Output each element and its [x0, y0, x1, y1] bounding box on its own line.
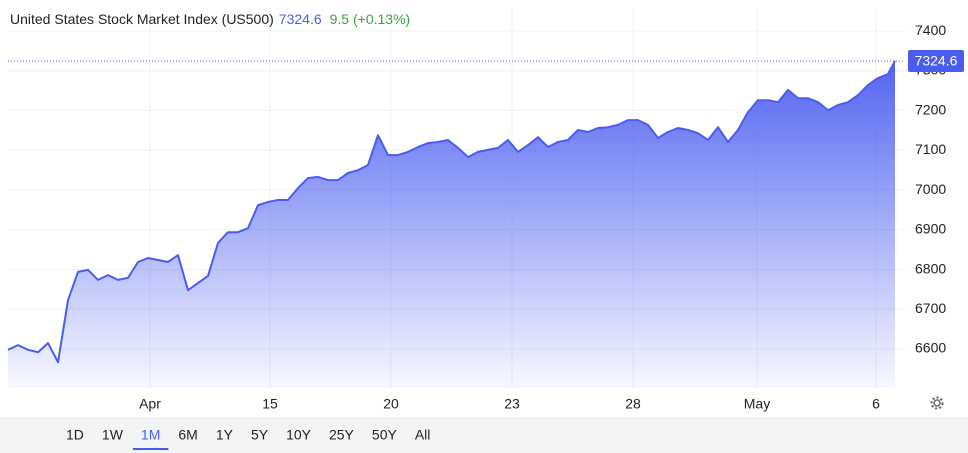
x-tick-label: 28	[625, 396, 641, 412]
range-button[interactable]: 50Y	[372, 427, 398, 443]
last-price-box	[908, 50, 964, 73]
last-price-label: 7324.6	[915, 53, 958, 69]
y-tick-label: 6600	[915, 340, 946, 356]
x-tick-label: 6	[872, 396, 880, 412]
range-button[interactable]: 1W	[102, 427, 124, 443]
y-tick-label: 7400	[915, 22, 946, 38]
x-tick-label: 23	[504, 396, 520, 412]
header-change: 9.5 (+0.13%)	[330, 11, 411, 27]
range-button[interactable]: 1D	[66, 427, 84, 443]
y-tick-label: 7200	[915, 101, 946, 117]
y-tick-label: 6700	[915, 300, 946, 316]
y-tick-label: 7100	[915, 141, 946, 157]
range-button[interactable]: 5Y	[251, 427, 269, 443]
title: United States Stock Market Index (US500)	[10, 11, 274, 27]
x-tick-label: May	[744, 396, 770, 412]
area-fill	[8, 61, 895, 388]
range-button[interactable]: 25Y	[329, 427, 355, 443]
range-button[interactable]: 6M	[178, 427, 197, 443]
range-button[interactable]: 1M	[141, 427, 160, 443]
y-tick-label: 7000	[915, 181, 946, 197]
settings-icon[interactable]	[930, 396, 944, 410]
range-button[interactable]: 1Y	[216, 427, 234, 443]
range-button[interactable]: 10Y	[286, 427, 312, 443]
price-line	[7, 60, 896, 364]
x-tick-label: Apr	[139, 396, 161, 412]
x-tick-label: 20	[383, 396, 399, 412]
header-price: 7324.6	[279, 11, 322, 27]
y-tick-label: 6900	[915, 221, 946, 237]
x-tick-label: 15	[262, 396, 278, 412]
range-button[interactable]: All	[415, 427, 431, 443]
header: United States Stock Market Index (US500)…	[10, 11, 410, 27]
y-tick-label: 6800	[915, 260, 946, 276]
toolbar-bg	[0, 418, 968, 453]
